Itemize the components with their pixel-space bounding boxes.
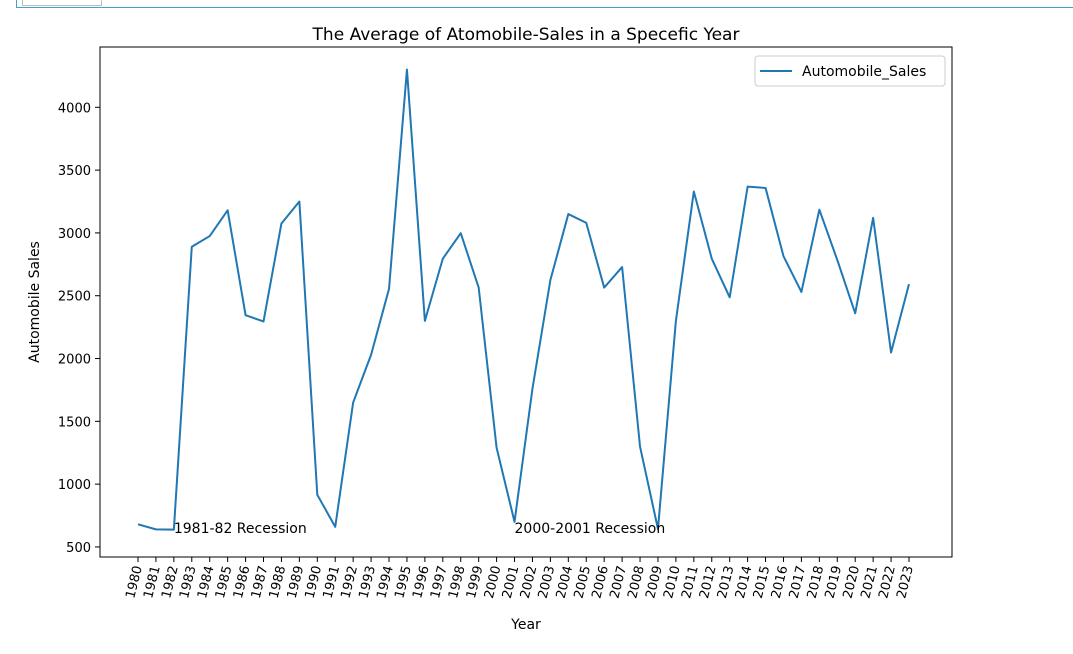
y-tick-label: 2500: [58, 290, 91, 305]
series-layer: [137, 68, 910, 531]
y-tick-label: 3500: [58, 164, 91, 179]
cell-frame: [16, 0, 1073, 8]
x-axis-label: Year: [510, 617, 541, 633]
y-tick-label: 1500: [58, 415, 91, 430]
y-tick-label: 4000: [58, 101, 91, 116]
recession-annotation: 2000-2001 Recession: [515, 521, 666, 537]
y-tick-label: 3000: [58, 227, 91, 242]
recession-annotation: 1981-82 Recession: [174, 521, 307, 537]
legend: Automobile_Sales: [754, 55, 946, 87]
annotations: 1981-82 Recession 2000-2001 Recession: [174, 521, 665, 537]
y-tick-label: 2000: [58, 353, 91, 368]
y-axis: 500 1000 1500 2000 2500 3000 3500 4000: [58, 101, 100, 556]
legend-label: Automobile_Sales: [802, 64, 926, 80]
y-axis-label: Automobile Sales: [27, 241, 43, 363]
y-tick-label: 1000: [58, 478, 91, 493]
legend-box: [754, 55, 946, 87]
x-axis: 1980198119821983198419851986198719881989…: [123, 557, 917, 600]
y-tick-label: 500: [66, 541, 91, 556]
cell-prompt-box: [22, 0, 102, 6]
chart-title: The Average of Atomobile-Sales in a Spec…: [312, 25, 740, 45]
series-line-automobile-sales: [137, 68, 910, 531]
plot-area: [99, 46, 953, 558]
